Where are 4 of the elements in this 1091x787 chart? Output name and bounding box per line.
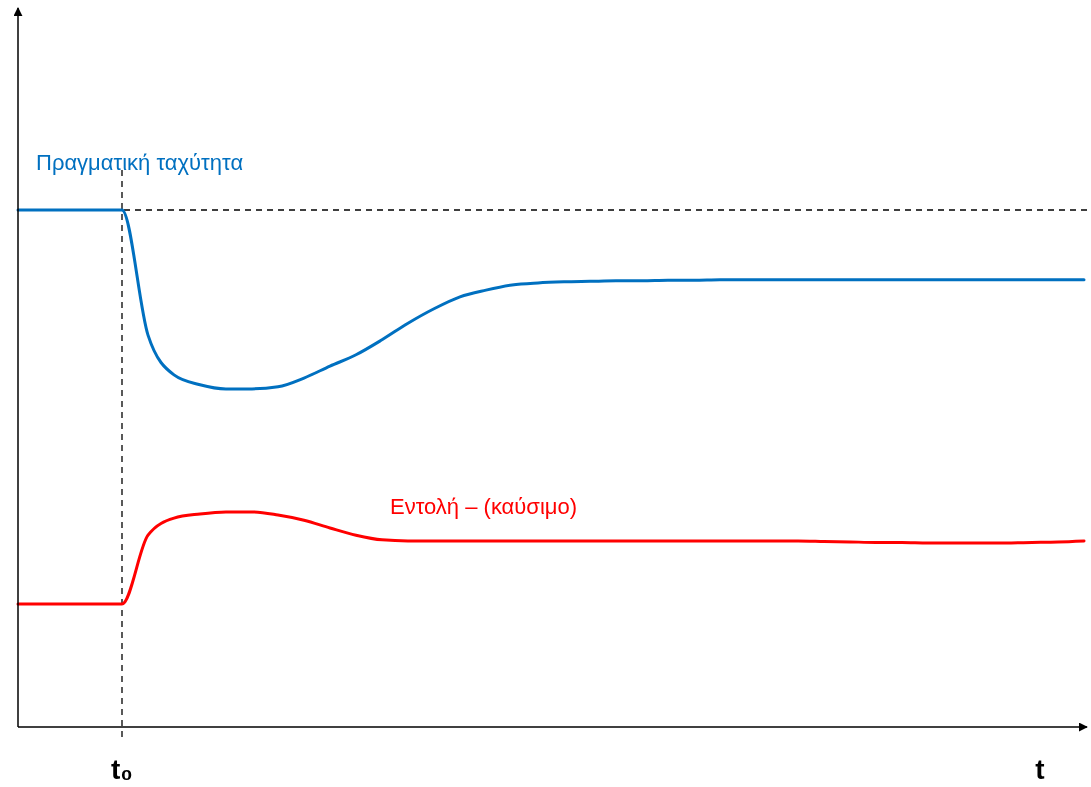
series-label: Πραγματική ταχύτητα (36, 150, 244, 175)
x-axis-title: t (1035, 754, 1045, 785)
series-label: Εντολή – (καύσιμο) (390, 493, 578, 519)
text: t₀ (111, 754, 133, 785)
